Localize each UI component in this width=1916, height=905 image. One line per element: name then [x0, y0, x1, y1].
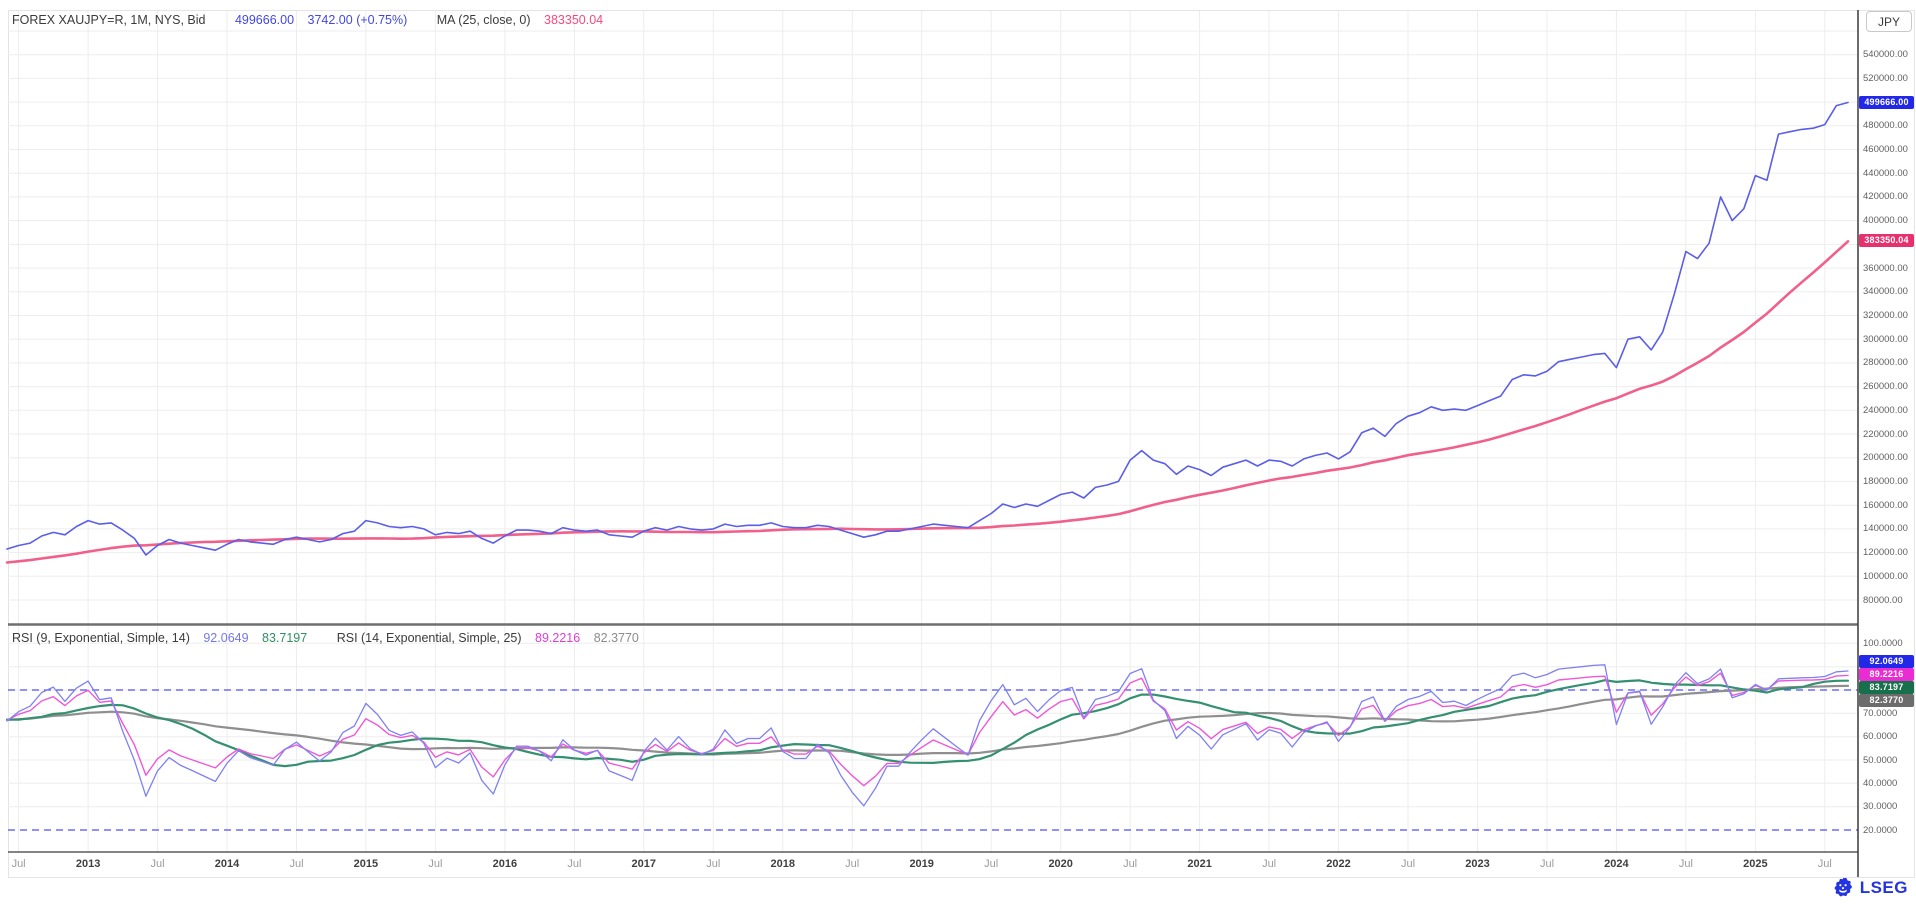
time-axis-tick-label: Jul [1123, 858, 1138, 870]
time-axis-tick-label: Jul [289, 858, 304, 870]
ma-value: 383350.04 [544, 13, 604, 27]
time-axis-tick-label: 2017 [631, 858, 657, 870]
price-axis-tick-label: 360000.00 [1863, 262, 1908, 274]
time-axis-tick-label: Jul [1400, 858, 1416, 870]
price-axis-tick-label: 260000.00 [1863, 381, 1908, 393]
price-axis-tick-label: 180000.00 [1863, 475, 1908, 487]
rsi1-value: 92.0649 [203, 631, 249, 645]
price-axis-tick-label: 120000.00 [1863, 547, 1908, 559]
rsi-axis-tick-label: 20.0000 [1863, 824, 1898, 836]
rsi-value-badge: 82.3770 [1859, 694, 1914, 707]
last-price-badge: 499666.00 [1859, 96, 1914, 109]
price-axis-tick-label: 140000.00 [1863, 523, 1908, 535]
time-axis-tick-label: Jul [984, 858, 999, 870]
price-axis-tick-label: 160000.00 [1863, 499, 1908, 511]
time-axis-tick-label: 2015 [353, 858, 379, 870]
instrument-title: FOREX XAUJPY=R, 1M, NYS, Bid [12, 13, 206, 27]
time-axis-tick-label: Jul [1262, 858, 1277, 870]
last-price-value: 499666.00 [234, 13, 295, 27]
price-axis-tick-label: 100000.00 [1863, 570, 1908, 582]
time-axis-tick-label: Jul [1817, 858, 1832, 870]
price-axis-tick-label: 480000.00 [1863, 120, 1908, 132]
rsi-axis-tick-label: 60.0000 [1863, 731, 1898, 743]
price-axis-tick-label: 240000.00 [1863, 404, 1908, 416]
rsi-axis-tick-label: 100.0000 [1863, 637, 1903, 649]
price-axis-tick-label: 520000.00 [1863, 72, 1908, 84]
price-pane-legend: FOREX XAUJPY=R, 1M, NYS, Bid 499666.00 3… [12, 13, 613, 27]
time-axis-tick-label: 2023 [1465, 858, 1490, 870]
lseg-logo-text: LSEG [1859, 878, 1908, 897]
time-axis-tick-label: Jul [567, 858, 582, 870]
rsi2-ma-value: 82.3770 [593, 631, 639, 645]
time-axis-tick-label: 2016 [492, 858, 518, 870]
price-axis-tick-label: 340000.00 [1863, 286, 1908, 298]
time-axis-tick-label: 2024 [1604, 858, 1629, 870]
rsi1-ma-value: 83.7197 [262, 631, 308, 645]
price-axis-tick-label: 200000.00 [1863, 452, 1908, 464]
rsi-value-badge: 92.0649 [1859, 655, 1914, 668]
price-axis-tick-label: 440000.00 [1863, 167, 1908, 179]
time-axis-tick-label: 2013 [75, 858, 101, 870]
rsi-axis-tick-label: 50.0000 [1863, 754, 1898, 766]
time-axis-tick-label: 2022 [1326, 858, 1351, 870]
currency-axis-button[interactable]: JPY [1866, 11, 1912, 32]
time-axis-tick-label: 2018 [770, 858, 796, 870]
price-axis-tick-label: 420000.00 [1863, 191, 1908, 203]
lseg-lion-crest-icon [1834, 877, 1852, 897]
price-axis-tick-label: 320000.00 [1863, 310, 1908, 321]
price-axis-tick-label: 280000.00 [1863, 357, 1908, 369]
rsi1-legend-label: RSI (9, Exponential, Simple, 14) [12, 631, 190, 645]
time-axis-tick-label: Jul [11, 858, 26, 870]
time-axis-tick-label: 2025 [1743, 858, 1768, 870]
time-axis-tick-label: 2021 [1187, 858, 1212, 870]
ma-legend-label: MA (25, close, 0) [436, 13, 531, 27]
time-axis-tick-label: Jul [845, 858, 860, 870]
price-change-value: 3742.00 (+0.75%) [307, 13, 408, 27]
price-axis-tick-label: 400000.00 [1863, 215, 1908, 227]
time-axis-tick-label: 2020 [1048, 858, 1073, 870]
time-axis-tick-label: Jul [706, 858, 721, 870]
time-axis-tick-label: Jul [428, 858, 443, 870]
rsi-value-badge: 83.7197 [1859, 681, 1914, 694]
time-axis-tick-label: Jul [1539, 858, 1555, 870]
time-axis-tick-label: 2014 [214, 858, 240, 870]
time-axis-tick-label: 2019 [909, 858, 934, 870]
time-axis-tick-label: Jul [150, 858, 165, 870]
time-axis-tick-label: Jul [1678, 858, 1693, 870]
lseg-logo: LSEG [1831, 876, 1908, 900]
price-axis-tick-label: 80000.00 [1863, 594, 1903, 606]
rsi-value-badge: 89.2216 [1859, 668, 1914, 681]
rsi-axis-tick-label: 40.0000 [1863, 777, 1898, 789]
ma-value-badge: 383350.04 [1859, 233, 1914, 247]
rsi-axis-tick-label: 70.0000 [1863, 707, 1898, 719]
price-axis-tick-label: 220000.00 [1863, 428, 1908, 440]
rsi-axis-tick-label: 30.0000 [1863, 801, 1898, 813]
rsi2-legend-label: RSI (14, Exponential, Simple, 25) [336, 631, 522, 645]
rsi2-value: 89.2216 [535, 631, 581, 645]
price-axis-tick-label: 460000.00 [1863, 144, 1908, 155]
price-axis-tick-label: 300000.00 [1863, 333, 1908, 345]
rsi-pane-legend: RSI (9, Exponential, Simple, 14) 92.0649… [12, 631, 649, 645]
price-axis-tick-label: 540000.00 [1863, 49, 1908, 61]
